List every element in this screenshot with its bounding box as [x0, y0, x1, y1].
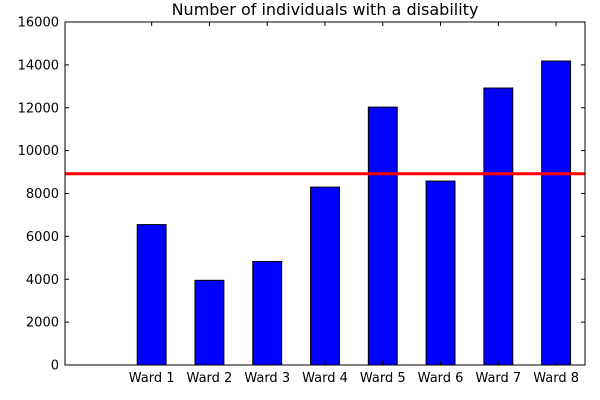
x-axis: Ward 1 Ward 2 Ward 3 Ward 4 Ward 5 Ward 6 Ward…: [129, 22, 579, 386]
y-tick-label: 2000: [26, 316, 59, 331]
y-tick-label: 16000: [18, 16, 59, 31]
bar-ward-5: [367, 106, 398, 366]
bar-ward-8: [541, 60, 572, 366]
y-tick-label: 6000: [26, 230, 59, 245]
x-tick-label: Ward 6: [418, 371, 464, 386]
x-tick-label: Ward 5: [360, 371, 406, 386]
y-tick-label: 4000: [26, 273, 59, 288]
bars-group: [136, 60, 572, 366]
y-tick-label: 0: [51, 359, 59, 374]
bar-ward-4: [310, 186, 340, 366]
y-tick-label: 14000: [18, 58, 59, 73]
y-tick-label: 8000: [26, 187, 59, 202]
bar-ward-6: [425, 180, 456, 366]
bar-ward-7: [483, 87, 514, 366]
bar-ward-2: [194, 279, 225, 366]
x-tick-label: Ward 7: [475, 371, 521, 386]
y-axis: 0 2000 4000 6000 8000 10000 12000 14000 16000: [18, 16, 585, 374]
y-tick-label: 10000: [18, 144, 59, 159]
chart-title: Number of individuals with a disability: [172, 0, 479, 19]
x-tick-label: Ward 8: [533, 371, 579, 386]
bar-ward-1: [136, 224, 167, 366]
x-tick-label: Ward 3: [244, 371, 290, 386]
bar-ward-3: [252, 260, 283, 366]
y-tick-label: 12000: [18, 101, 59, 116]
x-tick-label: Ward 2: [187, 371, 233, 386]
x-tick-label: Ward 1: [129, 371, 175, 386]
x-tick-label: Ward 4: [302, 371, 348, 386]
